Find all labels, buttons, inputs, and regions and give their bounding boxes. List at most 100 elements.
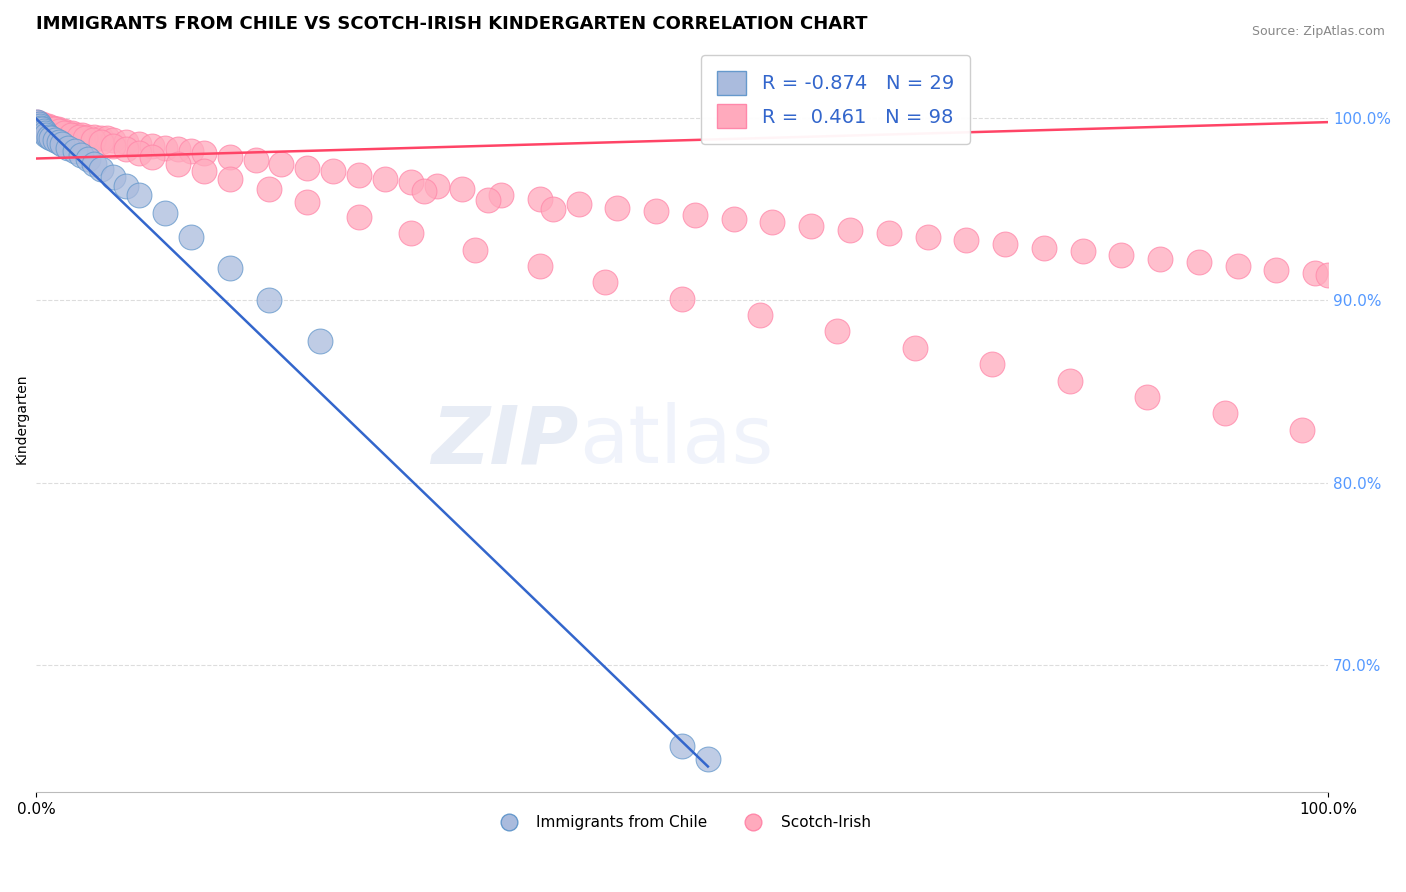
Point xyxy=(1188,255,1211,269)
Point xyxy=(115,178,138,193)
Point xyxy=(103,169,125,184)
Point xyxy=(297,161,319,175)
Text: IMMIGRANTS FROM CHILE VS SCOTCH-IRISH KINDERGARTEN CORRELATION CHART: IMMIGRANTS FROM CHILE VS SCOTCH-IRISH KI… xyxy=(37,15,868,33)
Point xyxy=(31,122,53,136)
Point xyxy=(322,164,344,178)
Point xyxy=(683,208,706,222)
Point xyxy=(800,219,823,233)
Point xyxy=(1136,390,1159,404)
Point xyxy=(761,215,783,229)
Point xyxy=(83,129,105,144)
Point xyxy=(90,162,112,177)
Point xyxy=(1303,266,1326,280)
Point xyxy=(72,128,94,142)
Point xyxy=(1213,406,1236,420)
Point xyxy=(115,135,138,149)
Point xyxy=(529,192,551,206)
Point xyxy=(606,201,628,215)
Point xyxy=(32,124,55,138)
Point xyxy=(44,122,66,136)
Point xyxy=(193,164,215,178)
Point xyxy=(1071,244,1094,259)
Point xyxy=(994,237,1017,252)
Point xyxy=(48,124,70,138)
Point xyxy=(67,129,90,144)
Point xyxy=(347,168,370,182)
Point xyxy=(399,226,422,240)
Point xyxy=(30,120,52,135)
Point xyxy=(25,115,48,129)
Point xyxy=(73,131,96,145)
Point xyxy=(309,334,332,348)
Point xyxy=(425,178,447,193)
Point xyxy=(41,131,63,145)
Point xyxy=(541,202,564,217)
Point xyxy=(82,133,104,147)
Point xyxy=(645,204,668,219)
Point xyxy=(825,325,848,339)
Point xyxy=(374,171,396,186)
Point xyxy=(58,126,80,140)
Point xyxy=(90,131,112,145)
Point xyxy=(904,341,927,355)
Point xyxy=(32,119,55,133)
Point xyxy=(529,259,551,273)
Point xyxy=(593,275,616,289)
Point xyxy=(167,143,190,157)
Point xyxy=(28,117,51,131)
Point xyxy=(671,292,693,306)
Point xyxy=(180,229,202,244)
Point xyxy=(257,182,280,196)
Point xyxy=(28,119,51,133)
Point xyxy=(1032,241,1054,255)
Point xyxy=(1149,252,1171,266)
Point xyxy=(42,120,65,135)
Point xyxy=(696,752,718,766)
Point xyxy=(37,119,59,133)
Point xyxy=(46,122,69,136)
Point xyxy=(39,120,62,135)
Point xyxy=(180,145,202,159)
Point xyxy=(70,148,93,162)
Point xyxy=(153,206,176,220)
Point xyxy=(917,229,939,244)
Point xyxy=(59,128,82,142)
Point xyxy=(167,157,190,171)
Point xyxy=(671,739,693,754)
Point xyxy=(568,197,591,211)
Point xyxy=(25,115,48,129)
Point xyxy=(115,143,138,157)
Point xyxy=(477,194,499,208)
Point xyxy=(489,188,512,202)
Point xyxy=(1226,259,1249,273)
Point xyxy=(839,222,862,236)
Point xyxy=(412,184,434,198)
Point xyxy=(193,146,215,161)
Point xyxy=(48,135,70,149)
Point xyxy=(83,157,105,171)
Point xyxy=(451,182,474,196)
Point xyxy=(49,124,72,138)
Point xyxy=(399,175,422,189)
Point xyxy=(31,117,53,131)
Point xyxy=(1059,374,1081,388)
Point xyxy=(58,140,80,154)
Point xyxy=(748,308,770,322)
Point xyxy=(1265,262,1288,277)
Point xyxy=(60,126,83,140)
Point xyxy=(76,129,98,144)
Point xyxy=(1111,248,1133,262)
Point xyxy=(103,133,125,147)
Point xyxy=(96,131,118,145)
Text: atlas: atlas xyxy=(579,402,773,480)
Point xyxy=(270,157,292,171)
Point xyxy=(30,119,52,133)
Point xyxy=(53,126,76,140)
Point xyxy=(90,135,112,149)
Point xyxy=(464,243,486,257)
Text: Source: ZipAtlas.com: Source: ZipAtlas.com xyxy=(1251,25,1385,38)
Point xyxy=(141,138,163,153)
Point xyxy=(1291,423,1313,437)
Text: ZIP: ZIP xyxy=(432,402,579,480)
Point xyxy=(103,138,125,153)
